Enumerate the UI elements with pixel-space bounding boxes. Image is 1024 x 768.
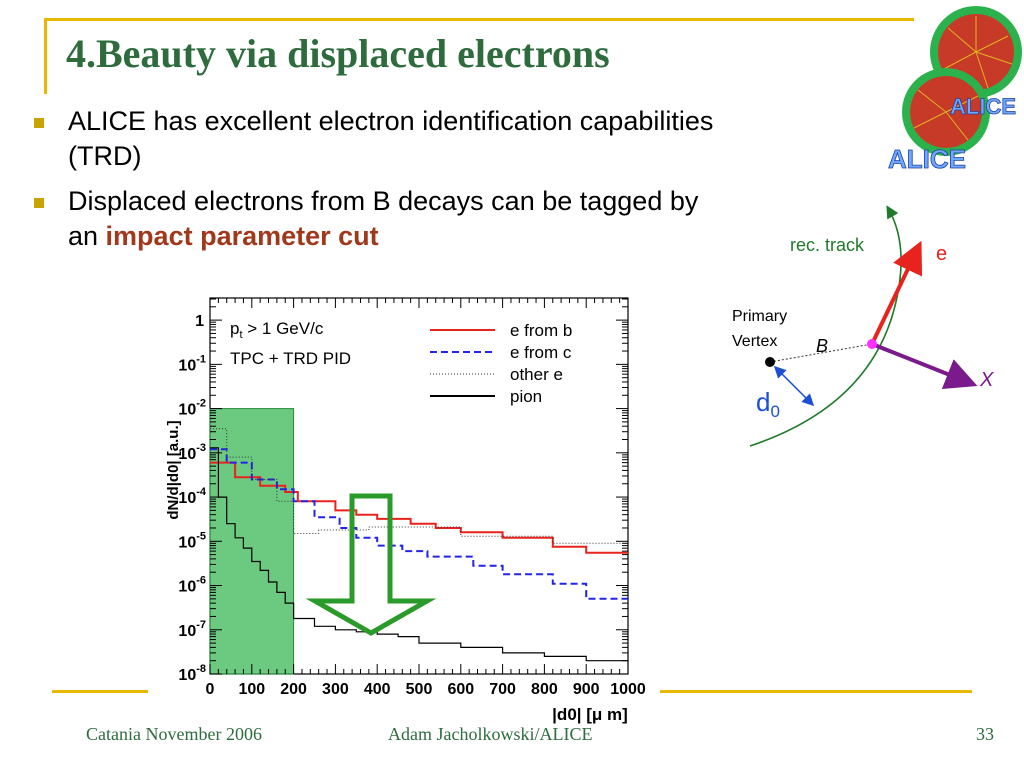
bullet-item: ALICE has excellent electron identificat… [34, 104, 724, 174]
decay-diagram: rec. track e Primary Vertex B X d0 [732, 205, 994, 447]
series-line [210, 461, 628, 554]
legend: e from b e from c other e pion [430, 321, 572, 406]
d0-arrow [773, 365, 815, 407]
bullet-text: Displaced electrons from B decays can be… [68, 186, 699, 251]
x-tick-label: 500 [406, 681, 433, 698]
d0-label: d0 [756, 387, 780, 421]
vertex-label-2: Vertex [732, 333, 777, 350]
x-tick-label: 600 [447, 681, 474, 698]
y-tick-label: 10-3 [178, 442, 206, 463]
annotation-pt: pt > 1 GeV/c [230, 319, 324, 341]
x-axis-label: |d0| [μ m] [552, 705, 628, 724]
series-line [210, 447, 628, 662]
legend-label: e from c [510, 343, 572, 362]
electron-label: e [936, 243, 947, 265]
y-tick-label: 10-4 [178, 486, 206, 507]
bullet-text: ALICE has excellent electron identificat… [68, 106, 714, 171]
x-tick-label: 800 [531, 681, 558, 698]
alice-logo: ALICE ALICE [888, 6, 1022, 170]
footer-date: Catania November 2006 [86, 724, 262, 744]
svg-text:ALICE: ALICE [888, 144, 966, 170]
footer-line-right [660, 690, 972, 693]
title-frame-horizontal [44, 18, 914, 21]
bullet-list: ALICE has excellent electron identificat… [34, 104, 724, 264]
x-arrow [871, 342, 978, 389]
slide-title: 4.Beauty via displaced electrons [66, 31, 610, 76]
svg-text:ALICE: ALICE [950, 94, 1016, 119]
secondary-vertex-dot [867, 339, 877, 349]
reconstructed-track [749, 205, 902, 447]
y-tick-label: 10-2 [178, 398, 206, 419]
legend-label: e from b [510, 321, 572, 340]
series-line [210, 448, 628, 600]
x-tick-label: 0 [206, 681, 215, 698]
x-tick-labels: 0 100 200 300 400 500 600 700 800 900 1000 [206, 681, 646, 698]
series-curves [210, 428, 628, 662]
x-tick-label: 1000 [610, 681, 646, 698]
b-flight-line [769, 343, 873, 363]
b-label: B [816, 336, 828, 356]
highlight-text: impact parameter cut [105, 221, 379, 251]
track-label: rec. track [790, 235, 865, 255]
bullet-square-icon [34, 198, 44, 208]
x-tick-label: 700 [489, 681, 516, 698]
y-tick-labels: 1 10-1 10-2 10-3 10-4 10-5 10-6 10-7 10-8 [178, 313, 206, 684]
footer-line-left [52, 690, 148, 693]
annotation-pid: TPC + TRD PID [230, 349, 351, 368]
y-tick-label: 10-7 [178, 619, 206, 640]
y-tick-label: 10-1 [178, 353, 206, 374]
axis-ticks [209, 298, 629, 675]
bullet-item: Displaced electrons from B decays can be… [34, 184, 724, 254]
x-tick-label: 900 [573, 681, 600, 698]
cut-arrow [305, 493, 437, 636]
electron-arrow [870, 240, 923, 345]
vertex-label-1: Primary [732, 308, 787, 325]
legend-label: other e [510, 365, 563, 384]
cut-region [209, 408, 295, 675]
y-axis-label: dN/d|d0| [a.u.] [165, 420, 182, 519]
x-tick-label: 400 [364, 681, 391, 698]
x-tick-label: 200 [280, 681, 307, 698]
x-label: X [979, 369, 994, 391]
y-tick-label: 10-5 [178, 530, 206, 551]
impact-parameter-chart: 0 100 200 300 400 500 600 700 800 900 1000 1 10-1 10… [165, 297, 646, 724]
footer-page-number: 33 [976, 724, 994, 744]
y-tick-label: 10-6 [178, 575, 206, 596]
bullet-square-icon [34, 118, 44, 128]
title-frame-vertical [44, 18, 47, 94]
legend-label: pion [510, 387, 542, 406]
primary-vertex-dot [765, 357, 775, 367]
y-tick-label: 10-8 [178, 663, 206, 684]
x-tick-label: 100 [238, 681, 265, 698]
x-tick-label: 300 [322, 681, 349, 698]
y-tick-label: 1 [195, 313, 204, 330]
footer-author: Adam Jacholkowski/ALICE [388, 724, 593, 744]
